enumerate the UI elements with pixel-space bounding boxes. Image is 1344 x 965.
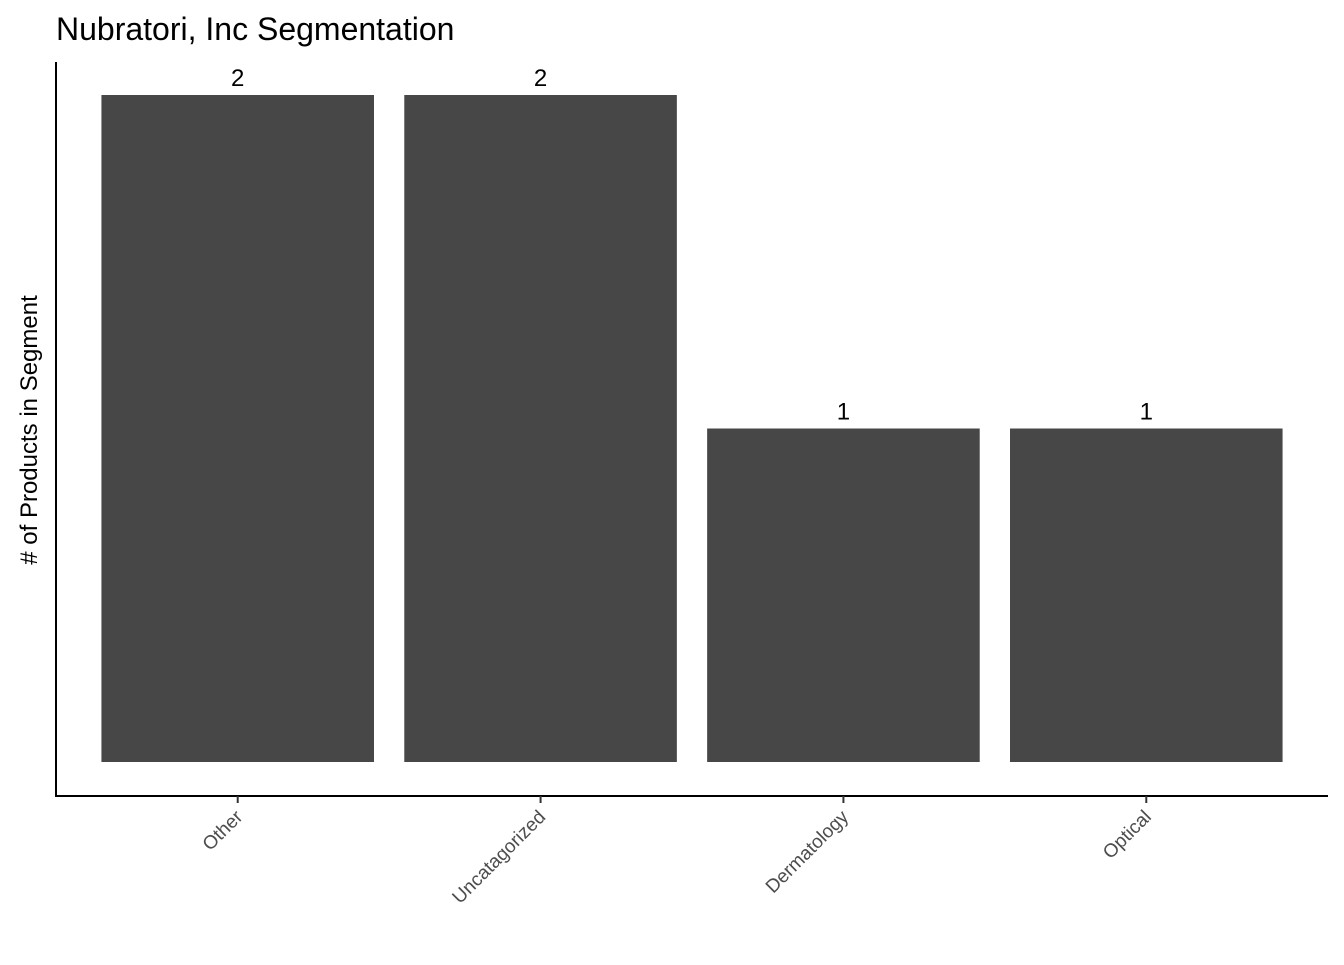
chart-title: Nubratori, Inc Segmentation — [56, 11, 454, 47]
x-tick-label: Uncatagorized — [449, 807, 550, 908]
data-label: 2 — [534, 65, 547, 92]
x-tick-label: Other — [199, 806, 248, 855]
x-tick-label: Optical — [1099, 807, 1156, 864]
bar-other — [101, 95, 374, 762]
data-label: 1 — [1140, 399, 1153, 426]
x-tick-label: Dermatology — [762, 806, 853, 897]
y-axis-label: # of Products in Segment — [16, 295, 43, 565]
data-label: 1 — [837, 399, 850, 426]
bar-optical — [1010, 428, 1283, 762]
bar-uncatagorized — [404, 95, 677, 762]
bar-dermatology — [707, 428, 980, 762]
data-label: 2 — [231, 65, 244, 92]
